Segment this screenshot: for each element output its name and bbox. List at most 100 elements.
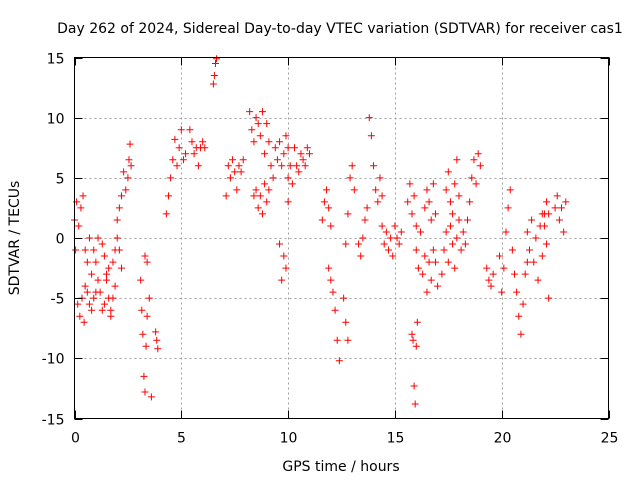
y-tick-label: 5: [56, 172, 65, 188]
data-point: [254, 204, 262, 212]
data-point: [457, 246, 465, 254]
data-point: [261, 150, 269, 158]
data-point: [199, 138, 207, 146]
data-point: [90, 246, 98, 254]
data-point: [194, 162, 202, 170]
data-point: [429, 180, 437, 188]
data-point: [464, 216, 472, 224]
data-point: [425, 198, 433, 206]
data-point: [543, 240, 551, 248]
x-tick-label: 20: [494, 431, 512, 447]
data-point: [342, 318, 350, 326]
data-point: [411, 400, 419, 408]
data-point: [523, 258, 531, 266]
data-point: [126, 140, 134, 148]
data-point: [534, 276, 542, 284]
data-point: [382, 228, 390, 236]
data-point: [446, 198, 454, 206]
data-point: [412, 342, 420, 350]
data-point: [76, 312, 84, 320]
data-point: [408, 210, 416, 218]
data-point: [122, 186, 130, 194]
data-point: [453, 234, 461, 242]
data-point: [327, 222, 335, 230]
data-point: [545, 210, 553, 218]
data-point: [109, 258, 117, 266]
data-point: [162, 210, 170, 218]
data-point: [417, 228, 425, 236]
chart-title: Day 262 of 2024, Sidereal Day-to-day VTE…: [57, 21, 623, 37]
data-point: [211, 60, 219, 68]
x-tick-label: 5: [177, 431, 186, 447]
data-point: [273, 156, 281, 164]
data-point: [370, 162, 378, 170]
data-point: [94, 234, 102, 242]
data-point: [210, 72, 218, 80]
data-point: [288, 180, 296, 188]
data-point: [523, 228, 531, 236]
data-point: [412, 222, 420, 230]
grid-layer: [74, 57, 609, 419]
data-point: [380, 240, 388, 248]
data-point: [461, 240, 469, 248]
data-point: [384, 246, 392, 254]
data-point: [327, 276, 335, 284]
data-point: [429, 246, 437, 254]
data-point: [226, 174, 234, 182]
data-point: [558, 204, 566, 212]
data-point: [103, 270, 111, 278]
data-point: [355, 240, 363, 248]
data-point: [391, 222, 399, 230]
data-point: [305, 150, 313, 158]
data-point: [532, 234, 540, 242]
data-point: [271, 144, 279, 152]
data-point: [143, 258, 151, 266]
data-point: [367, 132, 375, 140]
data-point: [342, 240, 350, 248]
data-point: [410, 382, 418, 390]
data-point: [278, 276, 286, 284]
data-point: [387, 234, 395, 242]
data-point: [350, 186, 358, 194]
data-point: [233, 186, 241, 194]
data-point: [434, 282, 442, 290]
data-point: [269, 174, 277, 182]
data-point: [256, 192, 264, 200]
data-point: [201, 144, 209, 152]
x-tick-label: 10: [280, 431, 298, 447]
data-point: [404, 198, 412, 206]
data-point: [299, 156, 307, 164]
data-point: [325, 204, 333, 212]
data-point: [137, 276, 145, 284]
data-point: [85, 300, 93, 308]
data-point: [421, 204, 429, 212]
data-point: [449, 210, 457, 218]
data-point: [525, 246, 533, 254]
data-point: [320, 198, 328, 206]
data-point: [455, 216, 463, 224]
data-point: [530, 258, 538, 266]
data-point: [171, 135, 179, 143]
data-point: [323, 186, 331, 194]
data-point: [263, 198, 271, 206]
data-point: [117, 192, 125, 200]
data-point: [188, 138, 196, 146]
data-point: [280, 252, 288, 260]
data-point: [252, 186, 260, 194]
data-point: [335, 357, 343, 365]
data-point: [100, 300, 108, 308]
data-point: [455, 192, 463, 200]
data-point: [177, 126, 185, 134]
data-point: [331, 306, 339, 314]
data-point: [472, 180, 480, 188]
data-point: [359, 234, 367, 242]
data-point: [81, 246, 89, 254]
data-point: [98, 240, 106, 248]
data-point: [293, 162, 301, 170]
data-point: [427, 276, 435, 284]
data-point: [438, 270, 446, 278]
data-point: [427, 216, 435, 224]
data-point: [423, 288, 431, 296]
data-point: [346, 174, 354, 182]
data-point: [141, 252, 149, 260]
